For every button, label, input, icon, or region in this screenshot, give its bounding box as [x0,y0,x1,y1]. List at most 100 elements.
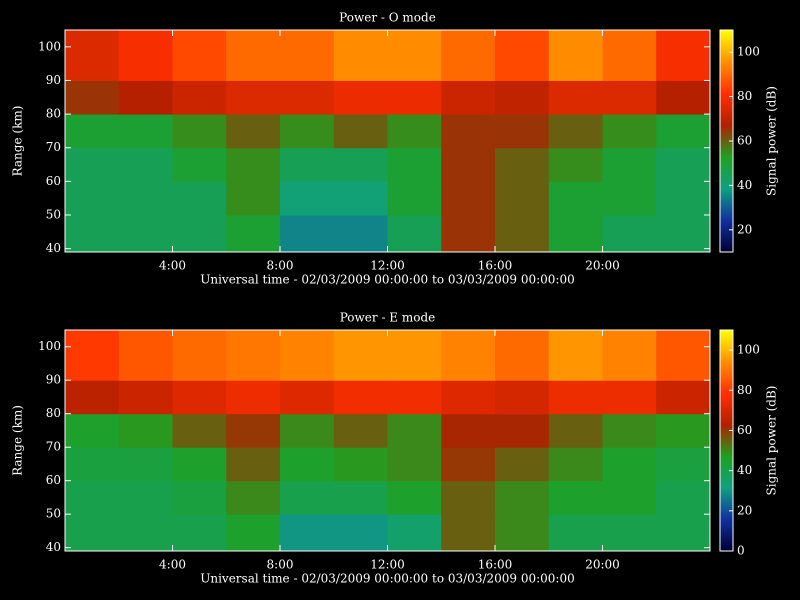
heatmap-cell [548,181,603,216]
heatmap-cell [387,181,442,216]
heatmap-cell [495,30,550,81]
heatmap-cell [441,114,496,149]
heatmap-cell [280,30,335,81]
heatmap-cell [333,147,388,182]
x-tick-label: 20:00 [585,558,620,572]
chart-title: Power - O mode [339,11,436,25]
x-axis-label: Universal time - 02/03/2009 00:00:00 to … [200,572,575,586]
y-tick-label: 60 [46,174,61,188]
heatmap-cell [441,181,496,216]
heatmap-cell [172,181,227,216]
heatmap-cell [65,514,120,552]
heatmap-cell [548,330,603,381]
colorbar-tick-label: 80 [737,89,752,103]
x-tick-label: 12:00 [370,558,405,572]
heatmap-cell [602,147,657,182]
heatmap-cell [495,330,550,381]
heatmap-cell [118,181,173,216]
heatmap-cell [333,330,388,381]
heatmap-cell [280,480,335,515]
heatmap-cell [333,413,388,448]
heatmap-cell [495,80,550,115]
heatmap-cell [656,447,711,482]
y-tick-label: 90 [46,373,61,387]
colorbar-tick-label: 20 [737,222,752,236]
y-tick-label: 100 [38,39,61,53]
x-tick-label: 4:00 [159,259,186,273]
heatmap-cell [226,480,281,515]
heatmap-cell [387,215,442,253]
heatmap-cell [656,114,711,149]
heatmap-cell [118,215,173,253]
x-tick-label: 16:00 [478,558,513,572]
heatmap-cell [65,80,120,115]
y-tick-label: 50 [46,208,61,222]
colorbar-tick-label: 40 [737,463,752,477]
heatmap-cell [441,147,496,182]
y-tick-label: 100 [38,339,61,353]
heatmap-cell [387,447,442,482]
heatmap-cell [495,413,550,448]
heatmap-cell [656,181,711,216]
heatmap-cell [602,447,657,482]
heatmap-cell [441,80,496,115]
heatmap-cell [280,413,335,448]
heatmap-cell [65,181,120,216]
heatmap-cell [226,447,281,482]
heatmap-cell [226,114,281,149]
heatmap-cell [226,30,281,81]
x-tick-label: 4:00 [159,558,186,572]
heatmap-cell [333,30,388,81]
heatmap-cell [548,413,603,448]
heatmap-cell [602,181,657,216]
heatmap-cell [548,147,603,182]
heatmap-cell [226,413,281,448]
heatmap-cell [65,330,120,381]
heatmap-cell [172,147,227,182]
heatmap-cell [387,147,442,182]
heatmap-cell [333,480,388,515]
heatmap-cell [387,114,442,149]
heatmap-cell [172,413,227,448]
heatmap-cell [548,215,603,253]
heatmap-cell [333,447,388,482]
y-tick-label: 50 [46,507,61,521]
colorbar-tick-label: 60 [737,423,752,437]
heatmap-cell [441,380,496,415]
colorbar-label: Signal power (dB) [765,86,779,196]
heatmap-cell [548,380,603,415]
y-tick-label: 90 [46,73,61,87]
heatmap-cell [441,413,496,448]
heatmap-cell [280,114,335,149]
heatmap-cell [441,514,496,552]
x-tick-label: 8:00 [267,259,294,273]
heatmap-cell [656,480,711,515]
colorbar-tick-label: 80 [737,383,752,397]
heatmap-cell [280,447,335,482]
heatmap-cell [172,114,227,149]
x-axis-label: Universal time - 02/03/2009 00:00:00 to … [200,273,575,287]
heatmap-cell [441,330,496,381]
heatmap-cell [280,380,335,415]
heatmap-cell [387,413,442,448]
heatmap-cell [495,380,550,415]
heatmap-cell [387,30,442,81]
heatmap-cell [333,380,388,415]
heatmap-cell [333,114,388,149]
heatmap-cell [602,114,657,149]
chart-title: Power - E mode [340,311,436,325]
heatmap-cell [387,330,442,381]
heatmap-cell [656,80,711,115]
heatmap-cell [548,114,603,149]
heatmap-cell [280,215,335,253]
heatmap-cell [656,147,711,182]
heatmap-cell [656,514,711,552]
x-tick-label: 8:00 [267,558,294,572]
heatmap-cell [495,480,550,515]
y-tick-label: 80 [46,107,61,121]
colorbar-tick-label: 100 [737,45,760,59]
heatmap-cell [333,80,388,115]
heatmap-cell [226,380,281,415]
heatmap-cell [387,380,442,415]
heatmap-cell [280,514,335,552]
